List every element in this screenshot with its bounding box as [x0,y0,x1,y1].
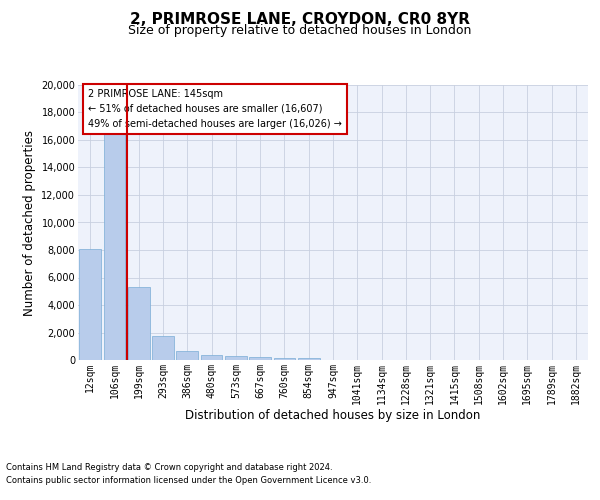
Text: Contains public sector information licensed under the Open Government Licence v3: Contains public sector information licen… [6,476,371,485]
Text: 2 PRIMROSE LANE: 145sqm
← 51% of detached houses are smaller (16,607)
49% of sem: 2 PRIMROSE LANE: 145sqm ← 51% of detache… [88,89,342,128]
Bar [152,336,174,360]
X-axis label: Distribution of detached houses by size in London: Distribution of detached houses by size … [185,410,481,422]
Y-axis label: Number of detached properties: Number of detached properties [23,130,36,316]
Text: 2, PRIMROSE LANE, CROYDON, CR0 8YR: 2, PRIMROSE LANE, CROYDON, CR0 8YR [130,12,470,28]
Bar [128,287,149,360]
Text: Contains HM Land Registry data © Crown copyright and database right 2024.: Contains HM Land Registry data © Crown c… [6,464,332,472]
Bar [176,351,198,360]
Bar [225,356,247,360]
Bar [274,358,295,360]
Bar [79,248,101,360]
Bar [104,133,125,360]
Text: Size of property relative to detached houses in London: Size of property relative to detached ho… [128,24,472,37]
Bar [298,358,320,360]
Bar [249,357,271,360]
Bar [200,355,223,360]
